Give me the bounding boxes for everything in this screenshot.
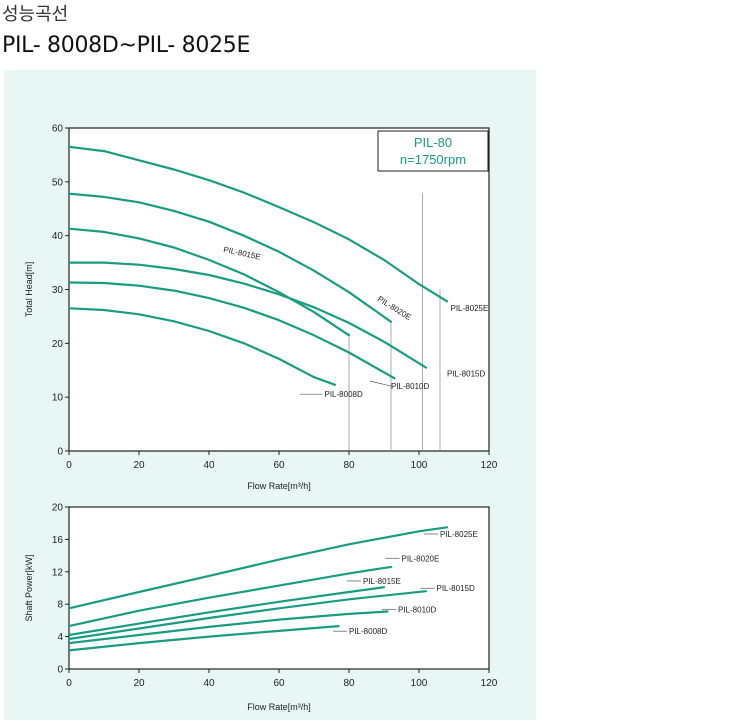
x-tick-label: 60 bbox=[273, 460, 285, 471]
series-line-pil-8010d bbox=[67, 610, 389, 645]
x-tick-label: 60 bbox=[273, 678, 285, 689]
x-tick-label: 80 bbox=[343, 460, 355, 471]
y-tick-label: 16 bbox=[52, 535, 64, 546]
total-head-chart: 0 10 20 30 40 50 60 0 20 40 60 80 100 120 Flow Rate[m³… bbox=[24, 124, 498, 492]
series-label-pil-8025e: PIL-8025E bbox=[451, 304, 489, 313]
series-line-pil-8010d bbox=[67, 281, 396, 380]
y-tick-label: 30 bbox=[52, 285, 64, 296]
series-label-pil-8020e: PIL-8020E bbox=[402, 554, 440, 563]
x-tick-label: 20 bbox=[133, 678, 145, 689]
series-label-pil-8015e: PIL-8015E bbox=[363, 577, 401, 586]
y-tick-label: 8 bbox=[57, 600, 63, 611]
series-label-pil-8008d: PIL-8008D bbox=[325, 390, 363, 399]
series-label-pil-8015d: PIL-8015D bbox=[447, 370, 485, 379]
y-tick-label: 4 bbox=[57, 632, 63, 643]
model-range-title: PIL- 8008D~PIL- 8025E bbox=[2, 33, 251, 58]
y-tick-label: 0 bbox=[57, 447, 63, 458]
y-axis-label: Total Head[m] bbox=[24, 262, 34, 318]
x-tick-label: 0 bbox=[66, 678, 72, 689]
section-title: 성능곡선 bbox=[2, 4, 69, 25]
y-axis-label: Shaft Power[kW] bbox=[24, 554, 34, 621]
shaft-power-chart: 0 4 8 12 16 20 0 20 40 60 80 100 120 Flow Rate[m³/h] S… bbox=[24, 503, 498, 713]
legend-model: PIL-80 bbox=[414, 135, 452, 150]
series-line-pil-8025e bbox=[67, 526, 449, 610]
series-line-pil-8015e bbox=[67, 227, 351, 337]
y-tick-label: 20 bbox=[52, 503, 64, 514]
series-line-pil-8015d bbox=[67, 590, 428, 641]
plot-area bbox=[68, 127, 490, 452]
x-tick-label: 100 bbox=[411, 460, 428, 471]
y-tick-label: 60 bbox=[52, 124, 64, 135]
y-tick-label: 10 bbox=[52, 393, 64, 404]
series-line-pil-8015d bbox=[67, 261, 428, 369]
page-header: 성능곡선 PIL- 8008D~PIL- 8025E bbox=[2, 0, 250, 60]
x-tick-label: 100 bbox=[411, 678, 428, 689]
x-tick-label: 120 bbox=[481, 678, 498, 689]
series-line-pil-8020e bbox=[67, 192, 393, 323]
x-tick-label: 40 bbox=[203, 678, 215, 689]
legend-box bbox=[377, 130, 489, 172]
y-tick-label: 12 bbox=[52, 567, 64, 578]
y-tick-label: 20 bbox=[52, 339, 64, 350]
series-label-pil-8025e: PIL-8025E bbox=[440, 530, 478, 539]
series-label-pil-8015d: PIL-8015D bbox=[437, 584, 475, 593]
series-line-pil-8008d bbox=[67, 625, 340, 652]
series-line-pil-8025e bbox=[67, 145, 449, 303]
x-axis-label: Flow Rate[m³/h] bbox=[247, 481, 311, 491]
y-tick-label: 0 bbox=[57, 665, 63, 676]
x-tick-label: 20 bbox=[133, 460, 145, 471]
series-label-pil-8008d: PIL-8008D bbox=[349, 627, 387, 636]
series-line-pil-8015e bbox=[67, 586, 386, 637]
label-leader bbox=[369, 380, 392, 387]
series-line-pil-8020e bbox=[67, 565, 393, 628]
legend-speed: n=1750rpm bbox=[400, 152, 466, 167]
series-label-pil-8010d: PIL-8010D bbox=[398, 605, 436, 614]
x-tick-label: 80 bbox=[343, 678, 355, 689]
x-tick-label: 120 bbox=[481, 460, 498, 471]
series-line-pil-8008d bbox=[67, 307, 337, 386]
y-tick-label: 50 bbox=[52, 177, 64, 188]
x-tick-label: 40 bbox=[203, 460, 215, 471]
series-label-pil-8010d: PIL-8010D bbox=[391, 382, 429, 391]
x-axis-label: Flow Rate[m³/h] bbox=[247, 702, 311, 712]
x-tick-label: 0 bbox=[66, 460, 72, 471]
y-tick-label: 40 bbox=[52, 231, 64, 242]
